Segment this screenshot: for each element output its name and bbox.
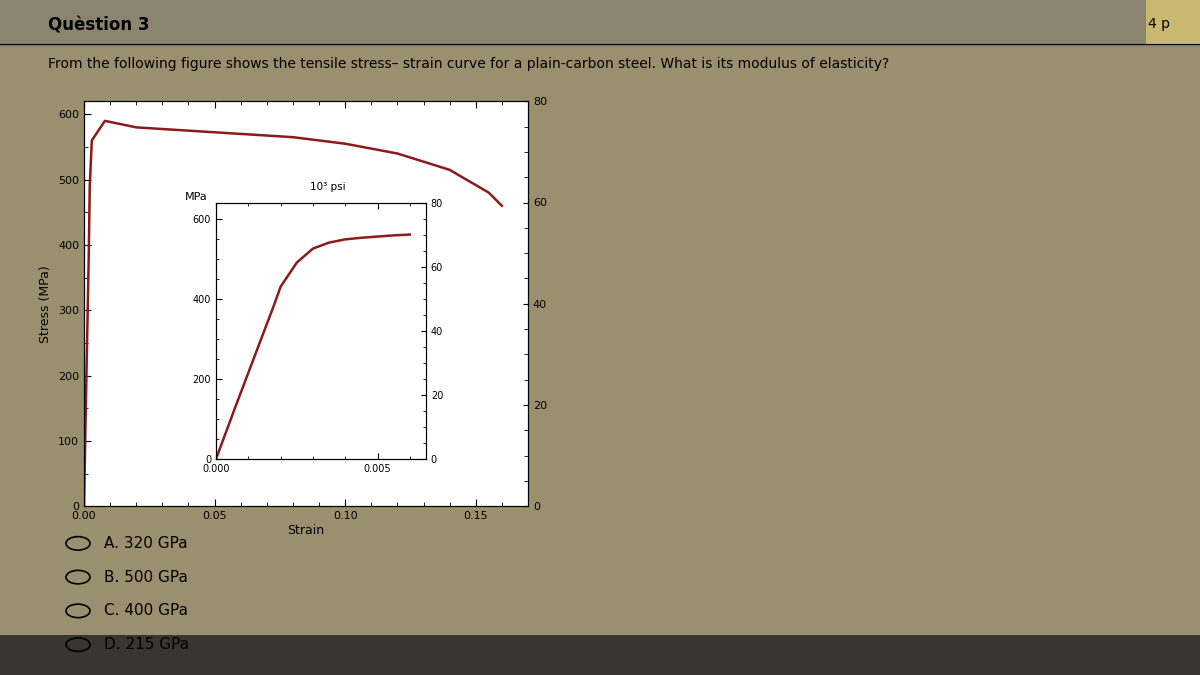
Text: 4 p: 4 p (1148, 17, 1170, 31)
Text: Quèstion 3: Quèstion 3 (48, 17, 150, 35)
Y-axis label: Stress (MPa): Stress (MPa) (40, 265, 53, 343)
Text: MPa: MPa (185, 192, 208, 202)
Text: From the following figure shows the tensile stress– strain curve for a plain-car: From the following figure shows the tens… (48, 57, 889, 72)
Text: 10³ psi: 10³ psi (311, 182, 346, 192)
Text: A. 320 GPa: A. 320 GPa (104, 536, 188, 551)
X-axis label: Strain: Strain (288, 524, 324, 537)
Text: C. 400 GPa: C. 400 GPa (104, 603, 188, 618)
Text: D. 215 GPa: D. 215 GPa (104, 637, 190, 652)
Text: B. 500 GPa: B. 500 GPa (104, 570, 188, 585)
